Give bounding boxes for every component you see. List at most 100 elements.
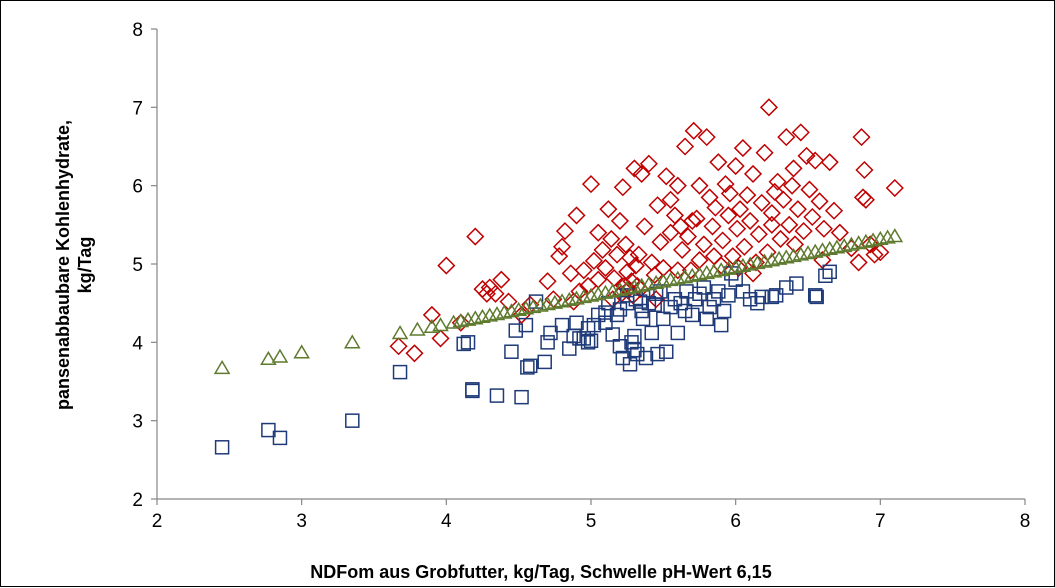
y-tick-label: 6 [132,177,143,198]
diamond-point [550,247,569,266]
square-point [504,344,519,359]
diamond-point [694,235,713,254]
diamond-point [738,186,757,205]
diamond-point [574,261,593,280]
square-point [768,288,784,303]
square-point [706,292,722,307]
square-point [392,364,408,380]
diamond-point [486,284,505,303]
diamond-point [709,153,728,172]
triangle-point [293,344,310,359]
square-point [562,341,577,356]
y-tick-label: 7 [132,98,143,119]
square-point [670,325,686,341]
diamond-point [803,207,822,227]
diamond-point [885,178,904,198]
diamond-point [642,253,661,272]
square-point [677,303,693,319]
square-point [508,323,524,338]
square-point [627,342,642,358]
square-point [543,325,558,341]
diamond-point [584,251,603,270]
square-point [635,311,651,327]
diamond-point [733,139,752,158]
diamond-point [678,227,697,246]
diamond-point [668,261,687,280]
x-tick-label: 8 [1020,511,1031,532]
diamond-point [431,329,450,348]
y-tick-label: 8 [132,20,143,41]
diamond-point [613,178,632,197]
square-point [818,268,833,283]
tick-labels: 2 3 4 5 6 7 8 2 3 4 5 6 7 8 [132,20,1030,532]
diamond-point [607,245,627,264]
diamond-point [759,98,779,117]
diamond-point [690,176,709,195]
triangle-point [213,359,231,375]
diamond-point [635,217,654,236]
square-point [702,299,717,315]
diamond-point [865,245,884,264]
diamond-point [755,143,774,162]
diamond-point [657,167,676,186]
square-point [522,358,538,374]
diamond-point [639,154,658,173]
diamond-point [800,180,819,199]
y-tick-label: 2 [132,490,143,511]
square-point [711,284,726,299]
series-triangle-points [213,228,904,375]
square-point [598,305,613,320]
diamond-point [719,206,738,225]
y-axis-title-line1: pansenabbaubare Kohlenhydrate, [53,120,73,410]
diamond-point [389,337,408,356]
diamond-point [762,215,781,234]
diamond-point [422,305,441,324]
triangle-point [260,350,277,366]
square-point [742,292,758,307]
diamond-point [684,121,703,140]
diamond-point [794,222,813,241]
diamond-point [567,206,586,225]
x-tick-label: 7 [875,511,886,532]
square-point [713,317,729,333]
diamond-point [616,235,635,254]
square-point [580,335,596,350]
x-axis-title: NDFom aus Grobfutter, kg/Tag, Schwelle p… [310,562,771,582]
y-axis-title-line2: kg/Tag [75,237,95,294]
square-point [612,339,628,354]
diamond-point [741,211,760,230]
square-point [554,317,570,333]
diamond-point [853,188,873,207]
diamond-point [700,188,719,207]
diamond-point [783,176,802,195]
diamond-point [589,223,608,242]
diamond-point [871,243,890,262]
diamond-point [675,137,695,156]
square-point [809,289,824,305]
square-point [663,299,678,315]
square-point [764,289,780,305]
diamond-point [596,258,615,277]
triangle-point [271,348,289,363]
square-point [569,315,584,330]
square-point [754,289,769,305]
square-point [789,276,804,291]
x-tick-label: 4 [441,511,452,532]
diamond-point [697,128,716,147]
diamond-point [555,222,575,241]
square-point [822,264,837,280]
diamond-point [749,225,768,244]
square-point [537,354,552,370]
square-point [721,288,736,303]
diamond-point [651,233,670,252]
diamond-point [648,196,667,215]
diamond-point [791,123,810,142]
diamond-point [830,223,849,242]
axes [151,28,1026,505]
diamond-point [849,253,868,272]
diamond-point [492,270,511,289]
diamond-point [855,160,874,180]
triangle-point [343,334,361,349]
